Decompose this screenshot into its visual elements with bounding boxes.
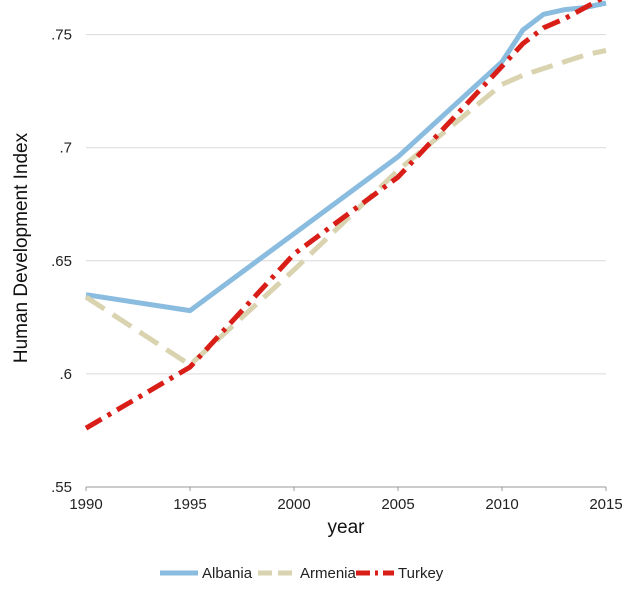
series-line-armenia xyxy=(84,48,607,368)
series-line-albania xyxy=(85,0,607,314)
x-tick-label: 1990 xyxy=(69,496,102,513)
legend-label-albania: Albania xyxy=(202,565,253,582)
y-tick-label: .55 xyxy=(51,479,72,496)
series-lines xyxy=(84,0,607,431)
y-tick-label: .75 xyxy=(51,27,72,44)
x-tick-label: 1995 xyxy=(173,496,206,513)
legend: Albania Armenia Turkey xyxy=(160,565,444,582)
y-tick-label: .65 xyxy=(51,253,72,270)
x-tick-label: 2010 xyxy=(485,496,518,513)
grid-lines xyxy=(86,34,606,375)
series-line-turkey xyxy=(84,0,605,431)
y-tick-label: .7 xyxy=(59,140,72,157)
y-axis-title: Human Development Index xyxy=(11,132,32,363)
y-axis-ticks: .55 .6 .65 .7 .75 xyxy=(51,27,72,496)
x-axis-title: year xyxy=(328,517,366,538)
x-axis-ticks: 1990 1995 2000 2005 2010 2015 xyxy=(69,486,622,513)
legend-label-armenia: Armenia xyxy=(300,565,357,582)
legend-label-turkey: Turkey xyxy=(398,565,444,582)
x-tick-label: 2015 xyxy=(589,496,622,513)
y-tick-label: .6 xyxy=(59,366,72,383)
x-tick-label: 2005 xyxy=(381,496,414,513)
x-tick-label: 2000 xyxy=(277,496,310,513)
